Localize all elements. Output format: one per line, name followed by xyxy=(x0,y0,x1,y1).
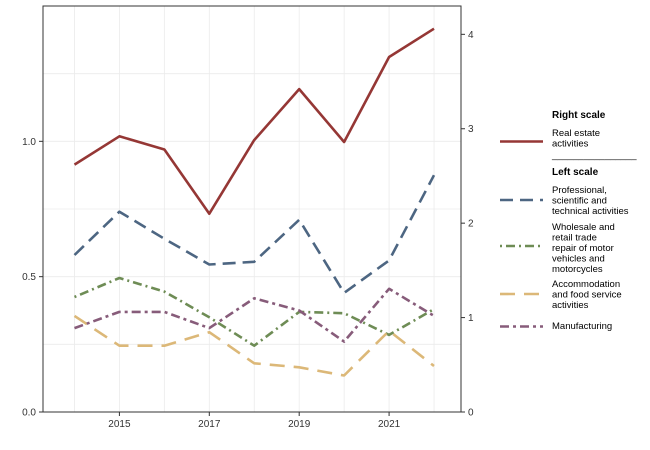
grid xyxy=(43,6,461,412)
right-y-tick-label: 4 xyxy=(468,30,474,41)
series-line-2 xyxy=(73,174,436,295)
legend-label-1: Real estate activities xyxy=(552,128,600,150)
series-line-3 xyxy=(73,276,435,348)
right-y-tick-label: 1 xyxy=(468,313,474,324)
legend-label-2: Professional, scientific and technical act… xyxy=(552,185,629,217)
right-y-tick-label: 2 xyxy=(468,219,474,230)
legend-label-3: Wholesale and retail trade repair of motor… xyxy=(552,222,615,275)
series-line-4 xyxy=(73,314,435,377)
x-tick-label: 2015 xyxy=(108,419,131,430)
plot-frame xyxy=(42,5,462,413)
right-y-tick-label: 0 xyxy=(468,408,474,419)
legend-label-4: Accommodation and food service activities xyxy=(552,279,622,311)
legend-label-5: Manufacturing xyxy=(552,321,612,332)
x-tick-label: 2019 xyxy=(288,419,311,430)
legend-header-right-scale: Right scale xyxy=(552,110,606,121)
left-y-tick-label: 0.5 xyxy=(22,272,36,283)
left-y-tick-label: 0.0 xyxy=(22,408,36,419)
left-y-tick-label: 1.0 xyxy=(22,137,36,148)
series-line-5 xyxy=(74,287,435,343)
series-line-1 xyxy=(73,27,435,215)
legend-header-left-scale: Left scale xyxy=(552,167,599,178)
series-lines xyxy=(73,27,436,377)
right-y-tick-label: 3 xyxy=(468,124,474,135)
legend-separator: ________________ xyxy=(551,150,637,161)
x-tick-label: 2021 xyxy=(378,419,401,430)
legend: Right scale Real estate activities________… xyxy=(500,110,637,332)
axes: 2015 2017 2019 2021 0.0 0.5 1.0 0 1 2 3 4 xyxy=(22,30,474,430)
x-tick-label: 2017 xyxy=(198,419,221,430)
